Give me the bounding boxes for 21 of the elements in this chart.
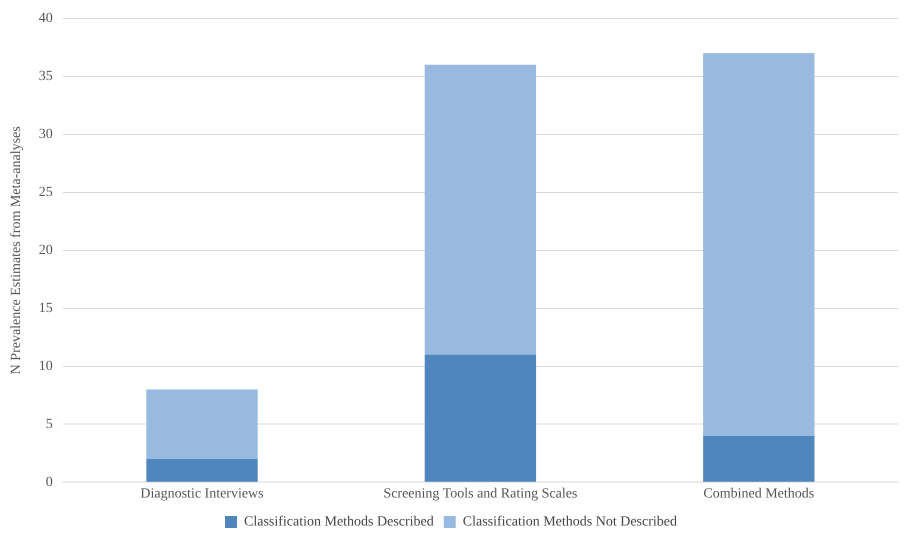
bar	[146, 389, 258, 460]
y-tick-label: 25	[38, 184, 53, 200]
y-tick-label: 5	[46, 416, 53, 432]
y-tick-label: 0	[46, 474, 53, 490]
bar	[703, 436, 814, 482]
bar	[424, 354, 536, 482]
legend-label: Classification Methods Described	[244, 514, 434, 530]
y-tick-label: 10	[38, 358, 53, 374]
x-tick-label: Diagnostic Interviews	[140, 486, 264, 502]
legend-label: Classification Methods Not Described	[462, 514, 677, 530]
x-tick-label: Screening Tools and Rating Scales	[383, 486, 578, 502]
y-tick-label: 20	[38, 242, 53, 258]
y-tick-label: 15	[38, 300, 53, 316]
y-tick-label: 40	[38, 11, 53, 26]
y-tick-label: 35	[38, 69, 53, 84]
bar	[146, 459, 258, 482]
y-tick-label: 30	[38, 127, 53, 142]
bar	[703, 53, 814, 436]
x-tick-label: Combined Methods	[703, 486, 814, 502]
bar	[424, 64, 536, 355]
y-axis-title: N Prevalence Estimates from Meta-analyses	[9, 126, 24, 374]
